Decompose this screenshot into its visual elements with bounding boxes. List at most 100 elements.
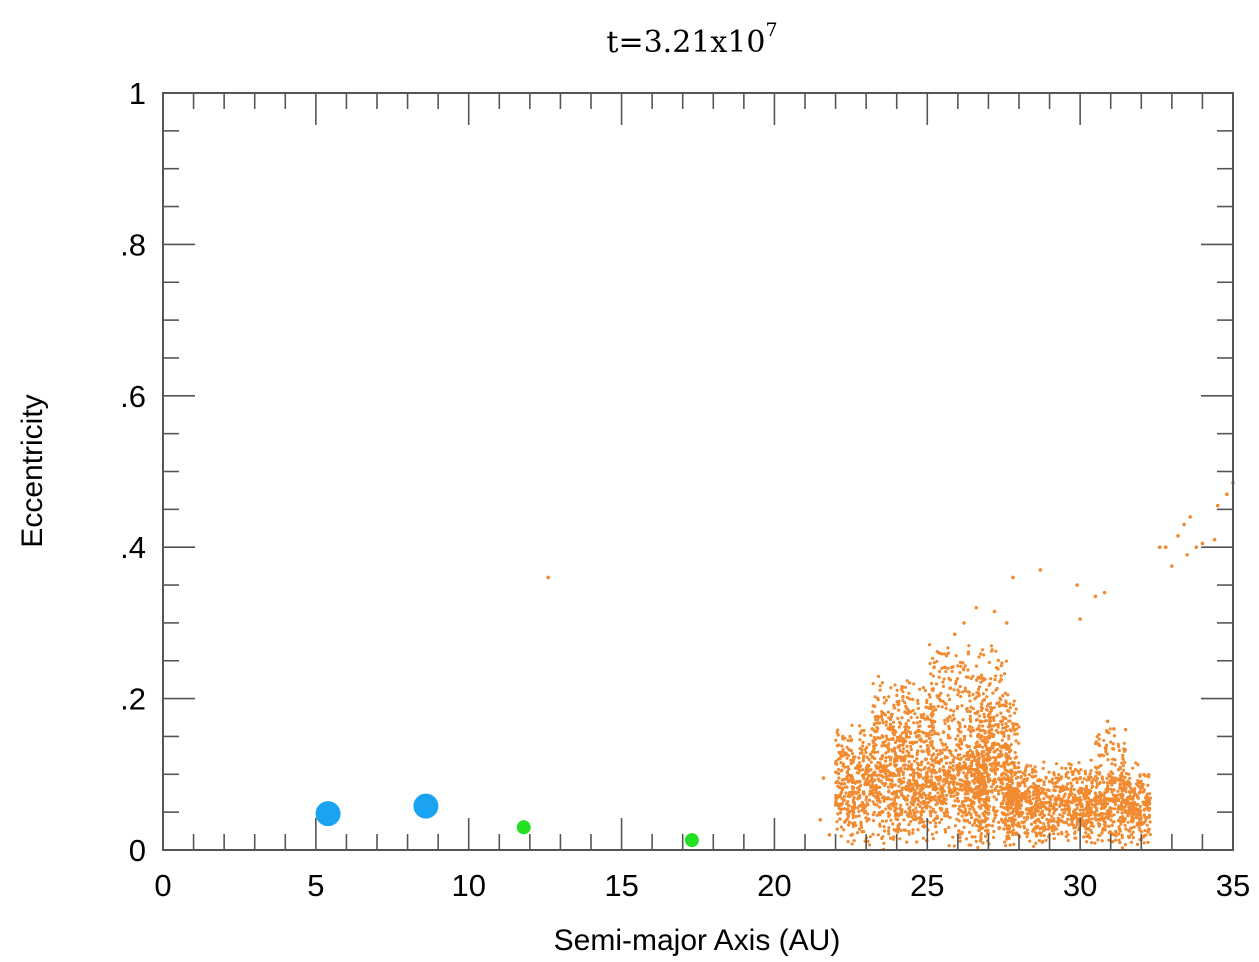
planetesimal-point — [937, 769, 942, 773]
planetesimal-point — [1148, 832, 1152, 837]
planetesimal-point — [1025, 815, 1030, 819]
planetesimal-point — [1128, 794, 1132, 798]
planetesimal-point — [1021, 795, 1025, 799]
planetesimal-point — [1060, 830, 1064, 835]
planetesimal-point — [930, 754, 934, 758]
planetesimal-point — [908, 766, 912, 770]
planetesimal-point — [918, 792, 922, 796]
planetesimal-point — [1046, 821, 1050, 825]
planetesimal-point — [842, 794, 847, 798]
planetesimal-point — [890, 748, 894, 752]
planetesimal-point — [1146, 830, 1150, 834]
planetesimal-point — [926, 706, 930, 710]
planetesimal-point — [891, 822, 895, 826]
planetesimal-point — [908, 782, 912, 786]
planetesimal-point — [936, 704, 940, 708]
planetesimal-point — [1056, 832, 1060, 836]
planetesimal-point — [1052, 825, 1057, 829]
planetesimal-point — [1060, 808, 1064, 812]
planetesimal-point — [1067, 795, 1071, 800]
planetesimal-point — [1194, 545, 1199, 549]
planetesimal-point — [1146, 783, 1150, 787]
planetesimal-point — [997, 701, 1001, 705]
planetesimal-point — [881, 740, 885, 745]
planetesimal-point — [845, 785, 849, 789]
planetesimal-point — [898, 789, 902, 793]
planetesimal-point — [896, 830, 900, 834]
planetesimal-point — [1073, 830, 1077, 834]
planetesimal-point — [1022, 816, 1026, 820]
planetesimal-point — [980, 777, 984, 781]
planetesimal-point — [1019, 813, 1023, 818]
planetesimal-point — [1107, 824, 1111, 828]
planetesimal-point — [930, 733, 934, 737]
planetesimal-point — [993, 762, 997, 766]
planetesimal-point — [1042, 780, 1046, 784]
planetesimal-point — [1008, 714, 1012, 718]
planetesimal-point — [852, 801, 857, 805]
y-tick-label: 0 — [129, 833, 146, 868]
planetesimal-point — [941, 684, 946, 688]
planetesimal-point — [887, 738, 891, 742]
planetesimal-point — [870, 755, 874, 759]
planetesimal-point — [931, 759, 935, 763]
planetesimal-point — [859, 823, 863, 827]
planetesimal-point — [1117, 748, 1121, 753]
planetesimal-point — [1057, 773, 1061, 777]
planetesimal-point — [872, 802, 876, 806]
planetesimal-point — [955, 796, 960, 800]
planetesimal-point — [1087, 778, 1091, 782]
planetesimal-point — [877, 773, 882, 777]
planetesimal-point — [968, 748, 972, 752]
planetesimal-point — [919, 813, 924, 817]
planetesimal-point — [1129, 840, 1134, 844]
x-tick-label: 10 — [451, 868, 485, 903]
planetesimal-point — [906, 784, 910, 788]
planetesimal-point — [1064, 766, 1068, 771]
planetesimal-point — [901, 698, 905, 703]
planetesimal-point — [1073, 767, 1078, 772]
planetesimal-point — [1102, 780, 1106, 784]
planetesimal-point — [1024, 765, 1028, 769]
ice-giant-point — [516, 820, 531, 835]
planetesimal-point — [1003, 716, 1008, 721]
x-tick-labels: 0 5 10 15 20 25 30 35 — [154, 868, 1250, 903]
planetesimal-point — [1185, 552, 1189, 557]
planetesimal-point — [1212, 537, 1217, 542]
planetesimal-point — [857, 827, 861, 831]
planetesimal-point — [881, 765, 885, 769]
planetesimal-point — [1033, 826, 1037, 830]
planetesimal-point — [980, 724, 985, 728]
planetesimal-point — [1005, 746, 1009, 751]
planetesimal-point — [1075, 823, 1079, 827]
planetesimal-point — [867, 742, 871, 746]
planetesimal-point — [987, 715, 991, 719]
planetesimal-point — [1054, 762, 1059, 766]
planetesimal-point — [1011, 721, 1015, 726]
planetesimal-point — [1104, 824, 1108, 828]
planetesimal-point — [890, 737, 894, 741]
planetesimal-point — [860, 774, 864, 778]
planetesimal-point — [929, 681, 934, 686]
planetesimal-point — [1000, 661, 1004, 665]
planetesimal-point — [864, 816, 868, 820]
planetesimal-point — [1093, 841, 1097, 845]
planetesimal-point — [1131, 802, 1135, 807]
planetesimal-point — [960, 814, 964, 818]
planetesimal-point — [862, 776, 866, 780]
planetesimal-point — [1067, 776, 1071, 780]
planetesimal-point — [1033, 765, 1037, 769]
planetesimal-point — [1147, 802, 1151, 806]
planetesimal-point — [956, 743, 961, 747]
planetesimal-point — [1107, 838, 1111, 842]
planetesimal-point — [907, 760, 911, 764]
planetesimal-point — [962, 803, 966, 808]
planetesimal-point — [1052, 819, 1056, 823]
planetesimal-point — [1001, 744, 1005, 748]
planetesimal-point — [983, 834, 988, 838]
planetesimal-point — [876, 833, 880, 837]
planetesimal-point — [1141, 782, 1145, 787]
planetesimal-point — [1077, 761, 1081, 765]
planetesimal-point — [1120, 833, 1124, 837]
planetesimal-point — [1104, 796, 1108, 800]
